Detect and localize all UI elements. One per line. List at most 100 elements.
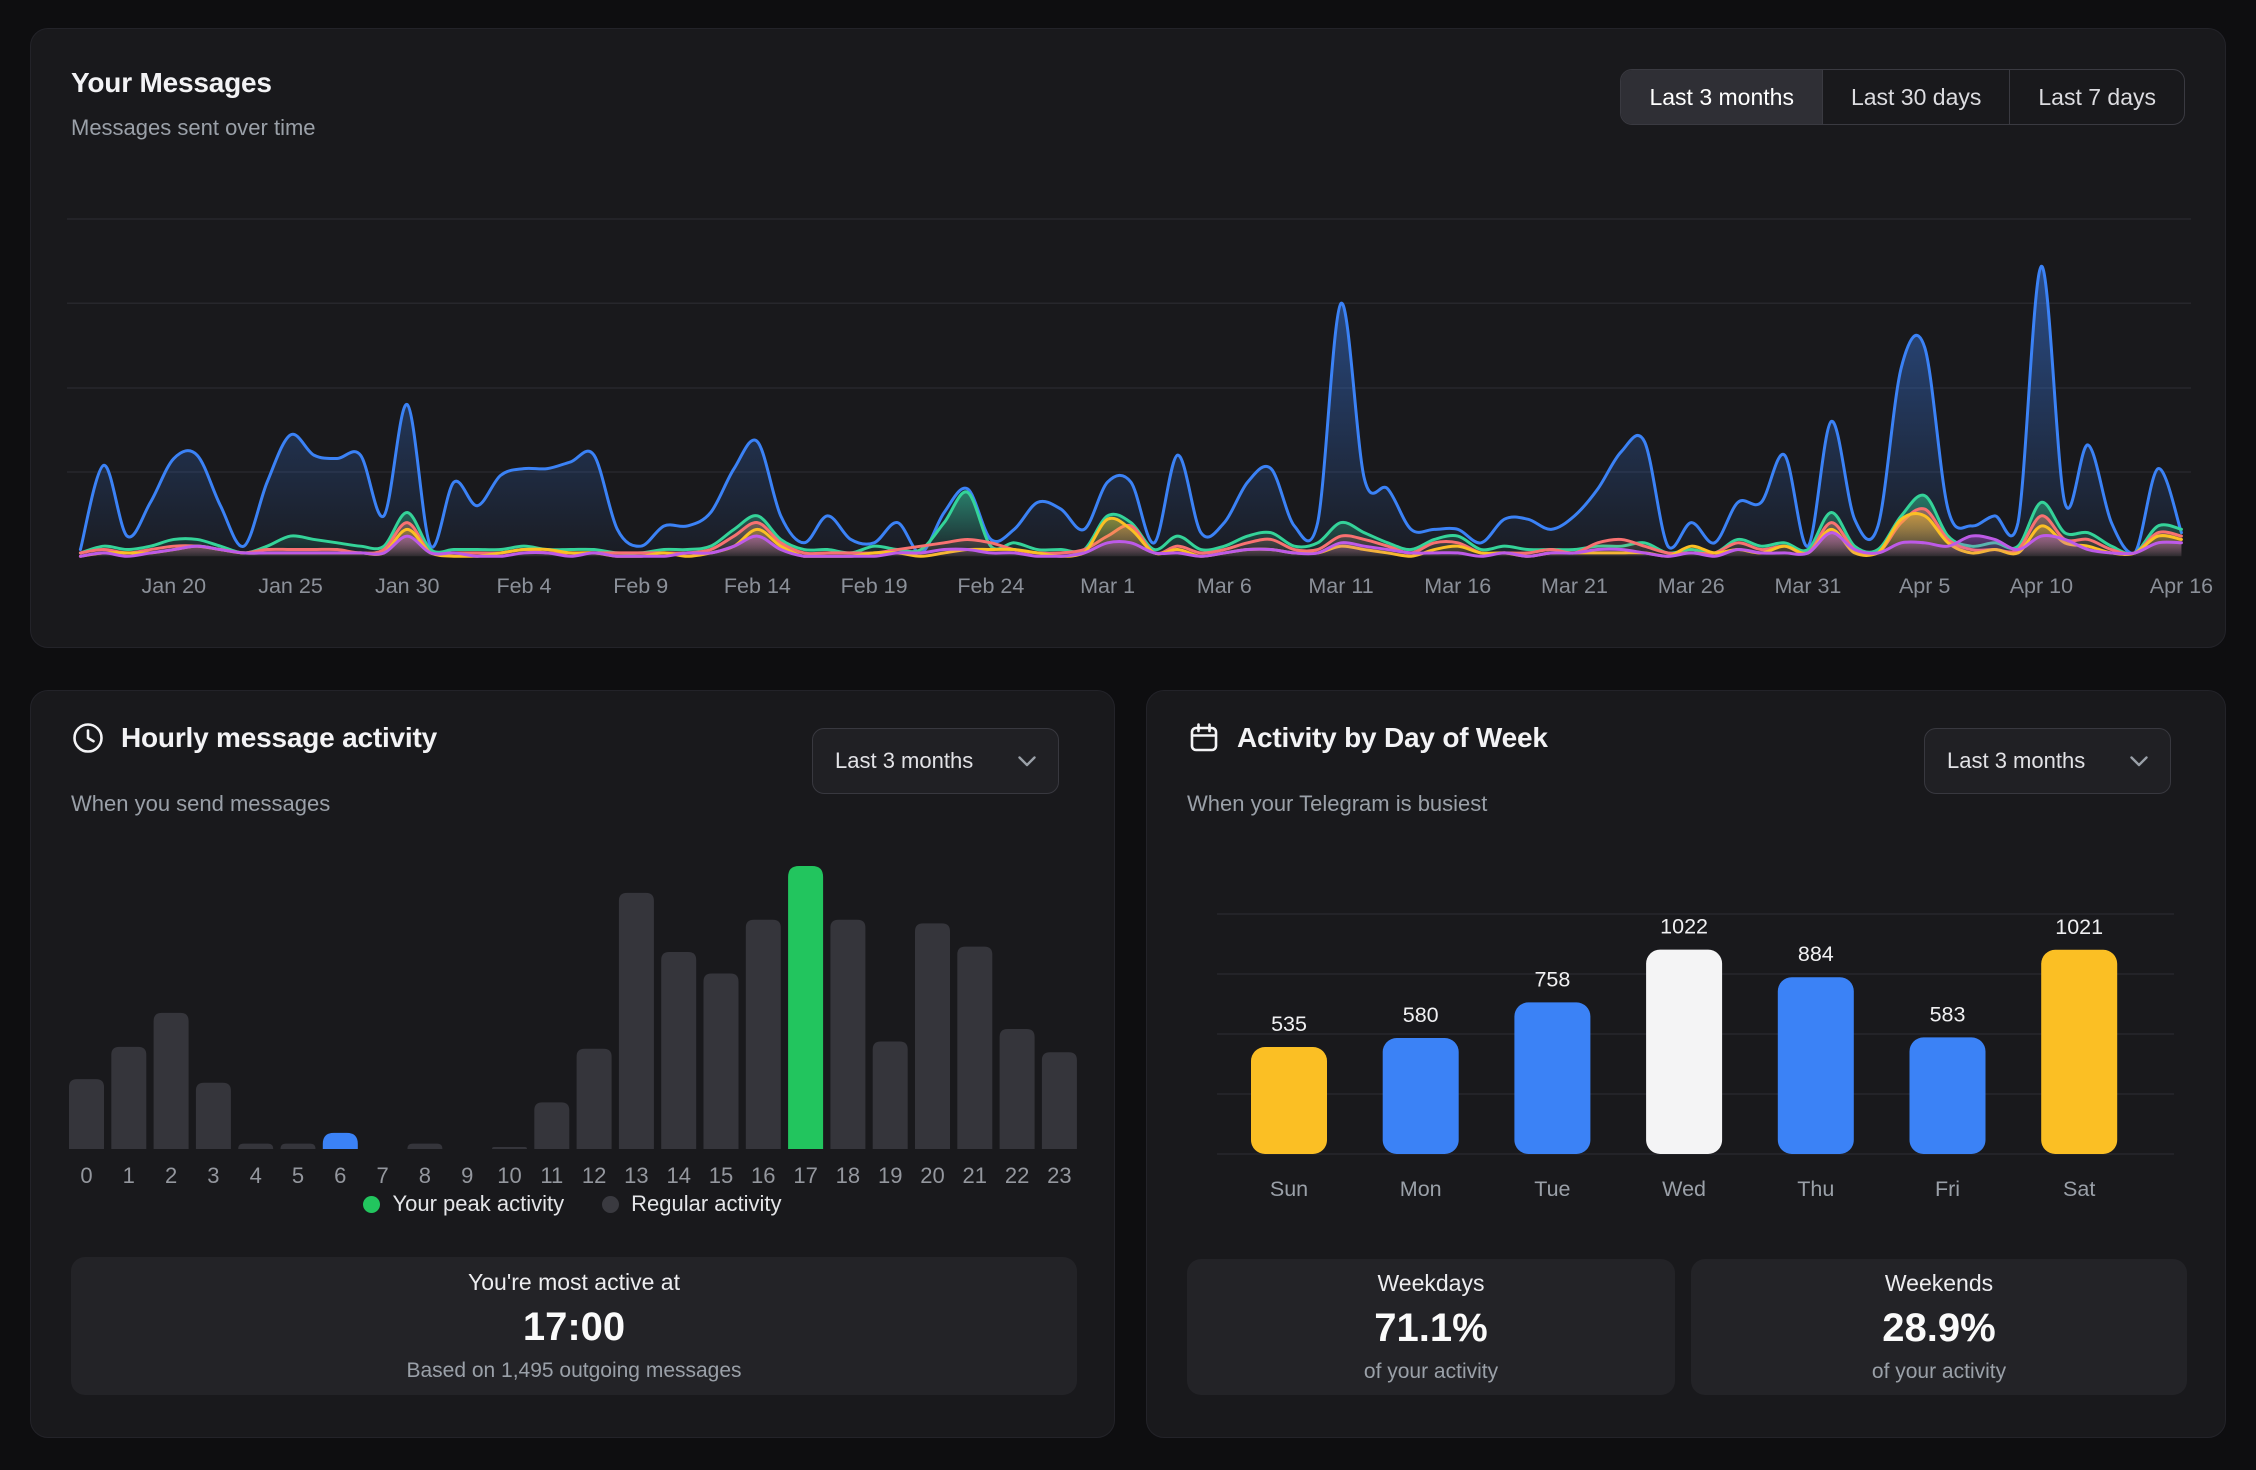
hourly-title-row: Hourly message activity xyxy=(71,721,437,755)
bar-hour-12[interactable] xyxy=(576,1048,612,1149)
hour-label: 3 xyxy=(207,1163,219,1188)
x-tick-label: Jan 20 xyxy=(141,574,206,598)
x-tick-label: Mar 21 xyxy=(1541,574,1608,598)
bar-hour-14[interactable] xyxy=(661,951,697,1149)
bar-hour-22[interactable] xyxy=(999,1028,1035,1149)
bar-fri[interactable] xyxy=(1909,1037,1986,1154)
hour-label: 8 xyxy=(419,1163,431,1188)
bar-hour-15[interactable] xyxy=(703,973,739,1149)
day-label: Mon xyxy=(1400,1177,1442,1201)
x-tick-label: Apr 10 xyxy=(2010,574,2073,598)
x-tick-label: Jan 25 xyxy=(258,574,323,598)
hour-label: 2 xyxy=(165,1163,177,1188)
bar-hour-3[interactable] xyxy=(195,1082,231,1149)
bar-hour-8[interactable] xyxy=(407,1143,443,1149)
bar-hour-10[interactable] xyxy=(492,1147,527,1149)
messages-panel-subtitle: Messages sent over time xyxy=(71,115,316,140)
dow-range-dropdown[interactable]: Last 3 months xyxy=(1924,728,2171,794)
dow-range-value: Last 3 months xyxy=(1947,748,2086,773)
line-series-green xyxy=(78,490,2183,556)
weekdays-card-title: Weekdays xyxy=(1377,1270,1485,1296)
weekends-card-title: Weekends xyxy=(1884,1270,1994,1296)
bar-value-label: 884 xyxy=(1798,942,1834,966)
bar-tue[interactable] xyxy=(1514,1002,1591,1154)
x-tick-label: Mar 6 xyxy=(1197,574,1252,598)
area-series-blue xyxy=(80,266,2182,557)
bar-mon[interactable] xyxy=(1382,1038,1459,1154)
line-series-purple xyxy=(78,531,2183,558)
hourly-range-dropdown[interactable]: Last 3 months xyxy=(812,728,1059,794)
bar-hour-4[interactable] xyxy=(238,1143,274,1149)
x-tick-label: Mar 31 xyxy=(1774,574,1841,598)
day-of-week-panel: Activity by Day of Week When your Telegr… xyxy=(1146,690,2226,1438)
hour-label: 12 xyxy=(582,1163,606,1188)
hourly-panel-subtitle: When you send messages xyxy=(71,791,331,816)
bar-hour-21[interactable] xyxy=(957,946,993,1149)
area-series-amber xyxy=(80,513,2182,557)
time-range-tab-0[interactable]: Last 3 months xyxy=(1621,70,1822,124)
legend-item-1: Regular activity xyxy=(602,1191,782,1217)
bar-hour-13[interactable] xyxy=(618,892,654,1149)
x-tick-label: Jan 30 xyxy=(375,574,440,598)
hourly-bar-chart: 0 1 2 3 4 5 6 7 8 9 10 11 12 13 14 15 16 17 18 19 20 21 22 23 xyxy=(69,866,1077,1188)
weekends-percentage: 28.9% xyxy=(1882,1306,1996,1350)
bar-value-label: 583 xyxy=(1930,1002,1966,1026)
hour-label: 21 xyxy=(963,1163,987,1188)
hour-label: 23 xyxy=(1047,1163,1071,1188)
x-tick-label: Mar 16 xyxy=(1424,574,1491,598)
bar-hour-0[interactable] xyxy=(69,1079,104,1149)
bar-hour-5[interactable] xyxy=(280,1143,316,1149)
bar-sat[interactable] xyxy=(2041,949,2118,1154)
bar-hour-23[interactable] xyxy=(1041,1052,1077,1149)
day-label: Wed xyxy=(1662,1177,1706,1201)
bar-hour-2[interactable] xyxy=(153,1012,189,1149)
bar-value-label: 1021 xyxy=(2055,915,2103,939)
messages-area-chart: Jan 20 Jan 25 Jan 30 Feb 4 Feb 9 Feb 14 Feb 19… xyxy=(67,218,2213,598)
legend-label: Regular activity xyxy=(631,1191,782,1216)
chevron-down-icon xyxy=(2130,755,2148,766)
clock-icon xyxy=(73,723,103,753)
hourly-panel-title: Hourly message activity xyxy=(121,722,437,753)
hour-label: 1 xyxy=(123,1163,135,1188)
hour-label: 11 xyxy=(540,1163,563,1188)
bar-sun[interactable] xyxy=(1251,1047,1327,1154)
hour-label: 5 xyxy=(292,1163,304,1188)
hour-label: 22 xyxy=(1005,1163,1029,1188)
dow-panel-title: Activity by Day of Week xyxy=(1237,722,1548,753)
bar-value-label: 1022 xyxy=(1660,915,1708,939)
bar-hour-6[interactable] xyxy=(322,1132,358,1149)
bar-hour-16[interactable] xyxy=(745,919,781,1149)
time-range-tab-2[interactable]: Last 7 days xyxy=(2009,70,2184,124)
x-tick-label: Mar 11 xyxy=(1308,574,1373,598)
x-tick-label: Apr 5 xyxy=(1899,574,1950,598)
legend-dot-icon xyxy=(363,1195,381,1213)
hour-label: 6 xyxy=(334,1163,346,1188)
day-label: Fri xyxy=(1935,1177,1960,1201)
bar-hour-20[interactable] xyxy=(915,923,950,1149)
bar-value-label: 758 xyxy=(1534,967,1570,991)
day-label: Sun xyxy=(1270,1177,1308,1201)
bar-wed[interactable] xyxy=(1646,949,1723,1154)
hour-label: 4 xyxy=(250,1163,262,1188)
hour-label: 16 xyxy=(751,1163,775,1188)
bar-hour-18[interactable] xyxy=(830,919,866,1149)
bar-hour-11[interactable] xyxy=(534,1102,570,1149)
time-range-tab-1[interactable]: Last 30 days xyxy=(1821,70,2009,124)
bar-hour-19[interactable] xyxy=(872,1041,908,1149)
day-label: Tue xyxy=(1534,1177,1570,1201)
bar-hour-1[interactable] xyxy=(111,1046,147,1149)
hour-label: 14 xyxy=(666,1163,690,1188)
weekdays-summary-card: Weekdays 71.1% of your activity xyxy=(1187,1259,1675,1395)
area-series-purple xyxy=(80,532,2182,557)
legend-label: Your peak activity xyxy=(392,1191,565,1216)
hour-label: 13 xyxy=(624,1163,648,1188)
hour-label: 17 xyxy=(793,1163,817,1188)
x-tick-label: Mar 1 xyxy=(1080,574,1135,598)
hourly-legend: Your peak activity Regular activity xyxy=(31,1191,1114,1217)
hour-label: 10 xyxy=(497,1163,521,1188)
hourly-range-value: Last 3 months xyxy=(835,748,974,773)
hourly-summary-caption: Based on 1,495 outgoing messages xyxy=(406,1359,742,1382)
bar-thu[interactable] xyxy=(1777,977,1854,1154)
dow-bar-chart: 535 Sun 580 Mon 758 Tue 1022 Wed 884 Thu 583 Fri 102… xyxy=(1217,913,2174,1201)
bar-hour-17[interactable] xyxy=(788,866,824,1149)
